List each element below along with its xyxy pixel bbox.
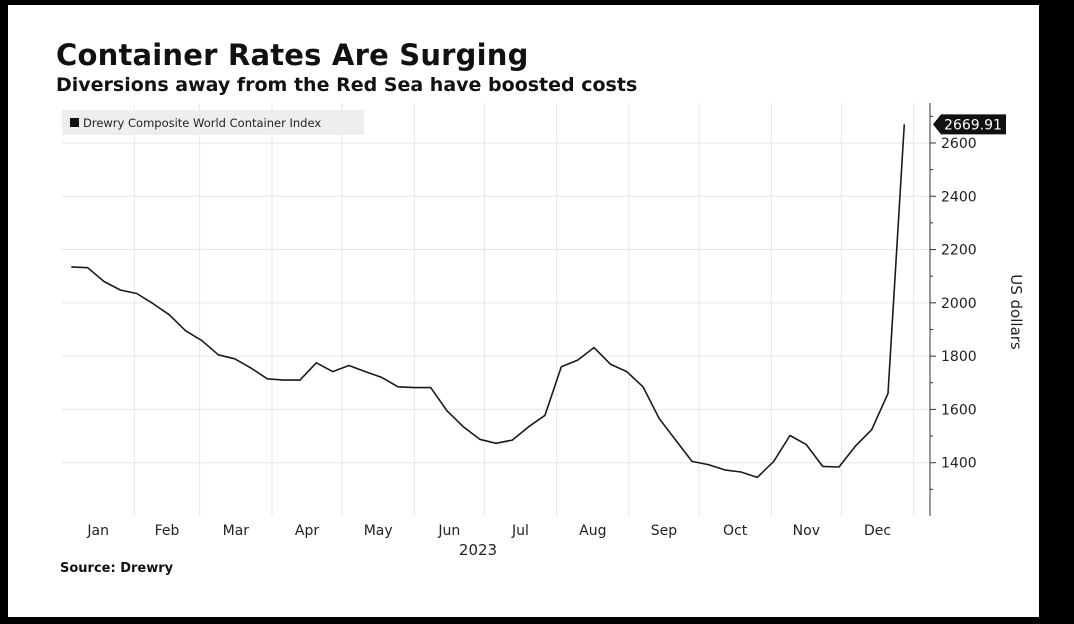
last-value-text: 2669.91 — [944, 117, 1002, 133]
x-tick-label: Jan — [86, 523, 109, 539]
x-tick-label: Nov — [793, 523, 820, 539]
x-tick-label: Mar — [223, 523, 250, 539]
x-tick-label: Aug — [579, 523, 606, 539]
chart-subtitle: Diversions away from the Red Sea have bo… — [56, 74, 638, 96]
last-value-box — [933, 114, 1006, 135]
x-tick-label: Oct — [723, 523, 748, 539]
x-tick-label: Jul — [511, 523, 529, 539]
y-tick-label: 1800 — [941, 349, 977, 365]
x-tick-label: Dec — [864, 523, 891, 539]
x-tick-label: Sep — [651, 523, 678, 539]
y-tick-label: 1400 — [941, 456, 977, 472]
gridlines — [62, 103, 930, 516]
last-value-badge: 2669.91 — [933, 114, 1006, 135]
y-tick-label: 2000 — [941, 296, 977, 312]
x-axis: Jan Feb Mar Apr May Jun Jul Aug Sep Oct Nov Dec — [86, 523, 891, 539]
legend: Drewry Composite World Container Index — [62, 110, 364, 135]
x-axis-year-label: 2023 — [459, 541, 497, 559]
series-line — [71, 124, 906, 479]
legend-box — [62, 110, 364, 135]
y-tick-label: 2600 — [941, 136, 977, 152]
legend-swatch — [70, 118, 79, 127]
series-layer — [71, 124, 906, 479]
chart-title: Container Rates Are Surging — [56, 38, 529, 72]
chart-frame — [8, 5, 1039, 617]
x-tick-label: May — [364, 523, 393, 539]
legend-label: Drewry Composite World Container Index — [83, 116, 321, 130]
x-tick-label: Jun — [437, 523, 460, 539]
x-tick-label: Feb — [155, 523, 180, 539]
y-axis: 1400 1600 1800 2000 2200 2400 2600 — [929, 103, 977, 516]
source-note: Source: Drewry — [60, 561, 174, 576]
y-tick-label: 2200 — [941, 243, 977, 259]
y-tick-label: 1600 — [941, 402, 977, 418]
y-tick-label: 2400 — [941, 189, 977, 205]
x-tick-label: Apr — [295, 523, 319, 539]
y-axis-label: US dollars — [1007, 274, 1025, 350]
